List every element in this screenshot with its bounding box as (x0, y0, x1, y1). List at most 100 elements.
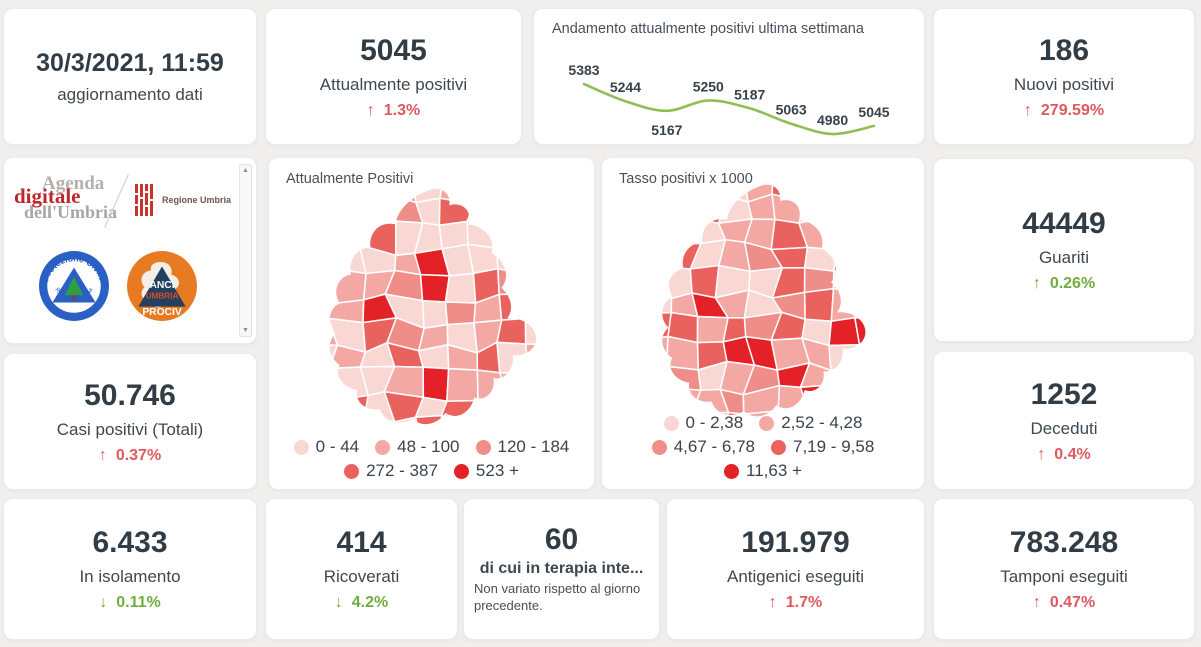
municipality-cell[interactable] (526, 394, 552, 418)
municipality-cell[interactable] (665, 191, 699, 223)
scroll-up-icon[interactable]: ▲ (242, 167, 249, 174)
scroll-down-icon[interactable]: ▼ (242, 327, 249, 334)
municipality-cell[interactable] (665, 365, 702, 391)
municipality-cell[interactable] (444, 301, 476, 326)
municipality-cell[interactable] (525, 247, 555, 281)
municipality-cell[interactable] (304, 421, 340, 436)
municipality-cell[interactable] (305, 267, 335, 305)
municipality-cell[interactable] (440, 414, 470, 436)
municipality-cell[interactable] (472, 186, 500, 205)
municipality-cell[interactable] (494, 416, 533, 436)
municipality-cell[interactable] (495, 317, 527, 345)
municipality-cell[interactable] (306, 194, 340, 231)
municipality-cell[interactable] (497, 186, 525, 203)
municipality-cell[interactable] (663, 387, 702, 414)
municipality-cell[interactable] (636, 242, 664, 273)
municipality-cell[interactable] (336, 414, 366, 436)
municipality-cell[interactable] (524, 317, 556, 346)
municipality-cell[interactable] (635, 182, 675, 197)
municipality-cell[interactable] (854, 286, 884, 321)
municipality-cell[interactable] (832, 182, 858, 195)
municipality-cell[interactable] (389, 186, 417, 204)
terapia-value: 60 (544, 523, 579, 557)
municipality-cell[interactable] (695, 195, 729, 225)
municipality-cell[interactable] (334, 394, 369, 425)
municipality-cell[interactable] (364, 195, 397, 226)
municipality-cell[interactable] (853, 182, 885, 199)
municipality-cell[interactable] (524, 292, 560, 330)
municipality-cell[interactable] (858, 244, 883, 273)
municipality-cell[interactable] (439, 399, 479, 425)
municipality-cell[interactable] (640, 362, 674, 395)
municipality-cell[interactable] (305, 393, 340, 424)
municipality-cell[interactable] (305, 244, 337, 277)
municipality-cell[interactable] (445, 367, 479, 403)
municipality-cell[interactable] (526, 373, 559, 398)
municipality-cell[interactable] (309, 298, 330, 325)
municipality-cell[interactable] (662, 218, 702, 246)
municipality-cell[interactable] (853, 316, 891, 346)
municipality-cell[interactable] (803, 287, 835, 323)
municipality-cell[interactable] (828, 343, 865, 372)
municipality-cell[interactable] (833, 215, 861, 251)
municipality-cell[interactable] (419, 273, 450, 303)
municipality-cell[interactable] (858, 341, 891, 364)
municipality-cell[interactable] (856, 191, 885, 227)
municipality-cell[interactable] (692, 182, 729, 201)
municipality-cell[interactable] (644, 287, 673, 315)
municipality-cell[interactable] (635, 335, 669, 368)
municipality-cell[interactable] (338, 186, 367, 208)
municipality-cell[interactable] (465, 220, 508, 249)
municipality-cell[interactable] (387, 416, 423, 436)
municipality-cell[interactable] (335, 221, 368, 246)
municipality-cell[interactable] (521, 200, 560, 228)
municipality-cell[interactable] (725, 182, 749, 204)
municipality-cell[interactable] (742, 409, 780, 428)
municipality-cell[interactable] (525, 225, 559, 257)
municipality-cell[interactable] (771, 193, 808, 224)
municipality-cell[interactable] (421, 366, 449, 403)
card-attualmente-positivi: 5045 Attualmente positivi ↑ 1.3% (265, 8, 522, 145)
municipality-cell[interactable] (802, 182, 839, 203)
municipality-cell[interactable] (498, 371, 529, 397)
municipality-cell[interactable] (862, 359, 890, 396)
logos-scrollbar[interactable]: ▲ ▼ (239, 164, 252, 337)
municipality-cell[interactable] (636, 216, 667, 246)
municipality-cell[interactable] (414, 414, 446, 436)
municipality-cell[interactable] (832, 244, 866, 273)
municipality-cell[interactable] (332, 244, 367, 275)
municipality-cell[interactable] (640, 387, 674, 415)
municipality-cell[interactable] (337, 194, 368, 226)
municipality-cell[interactable] (495, 341, 529, 376)
municipality-cell[interactable] (668, 182, 699, 201)
municipality-cell[interactable] (309, 221, 340, 253)
municipality-cell[interactable] (466, 416, 500, 436)
municipality-cell[interactable] (444, 272, 476, 304)
municipality-cell[interactable] (329, 267, 367, 305)
municipality-cell[interactable] (665, 335, 700, 371)
municipality-cell[interactable] (495, 221, 531, 257)
municipality-cell[interactable] (830, 287, 857, 323)
municipality-cell[interactable] (832, 191, 860, 227)
municipality-cell[interactable] (496, 267, 529, 296)
municipality-cell[interactable] (523, 414, 559, 436)
municipality-cell[interactable] (465, 200, 508, 224)
municipality-cell[interactable] (421, 299, 448, 330)
municipality-cell[interactable] (854, 269, 884, 292)
municipality-cell[interactable] (636, 191, 671, 223)
municipality-cell[interactable] (525, 273, 559, 298)
municipality-cell[interactable] (521, 186, 560, 204)
municipality-cell[interactable] (497, 292, 530, 321)
municipality-cell[interactable] (494, 390, 533, 419)
municipality-cell[interactable] (857, 217, 885, 252)
municipality-cell[interactable] (364, 186, 395, 208)
municipality-cell[interactable] (797, 192, 836, 225)
guariti-value: 44449 (1022, 207, 1106, 240)
municipality-cell[interactable] (637, 266, 673, 300)
municipality-cell[interactable] (524, 343, 559, 376)
municipality-cell[interactable] (306, 186, 341, 200)
regione-umbria-logo: Regione Umbria (134, 184, 231, 216)
municipality-cell[interactable] (305, 367, 337, 402)
municipality-cell[interactable] (832, 270, 866, 292)
municipality-cell[interactable] (496, 200, 528, 228)
